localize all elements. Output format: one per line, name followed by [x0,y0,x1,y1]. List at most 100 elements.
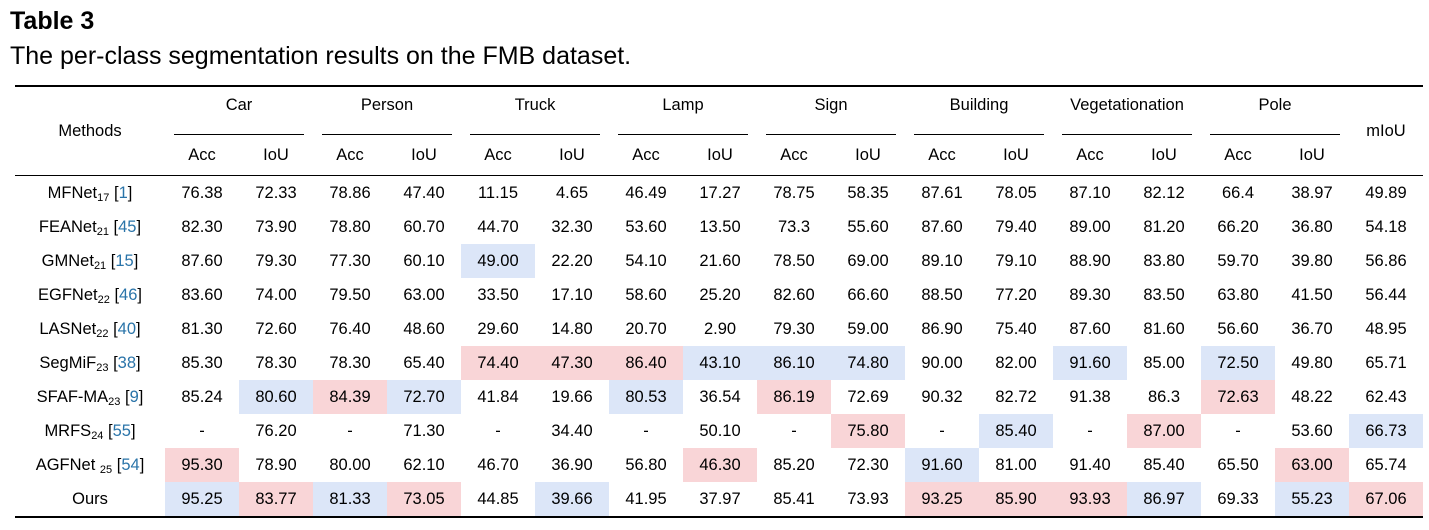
value-cell: 78.05 [979,175,1054,210]
value-cell: 82.00 [995,353,1037,372]
value-cell: 17.27 [683,175,758,210]
group-label: Vegetationation [1070,95,1184,114]
value-cell: 65.50 [1217,455,1259,474]
method-name-cell: FEANet21 [45] [38,217,142,238]
value-cell: 81.33 [313,482,387,518]
method-year-subscript: 21 [93,259,107,272]
value-cell: 60.70 [403,217,445,236]
citation-link[interactable]: 46 [119,285,138,304]
miou-header: mIoU [1349,85,1424,176]
value-cell: 14.80 [551,319,593,338]
value-cell: 48.60 [403,319,445,338]
value-cell: 41.50 [1291,285,1333,304]
value-cell: 60.10 [403,251,445,270]
acc-subheader: Acc [1076,145,1104,164]
value-cell: 41.95 [609,482,684,518]
value-cell: 86.19 [757,380,832,414]
iou-subheader: IoU [559,145,585,164]
citation-link[interactable]: 54 [121,455,140,474]
value-cell: 77.20 [995,285,1037,304]
value-cell: - [1087,421,1093,440]
value-cell: 91.60 [1053,346,1128,380]
value-cell: - [939,421,945,440]
value-cell: 17.10 [551,285,593,304]
value-cell: 90.32 [921,387,963,406]
method-name: MRFS [44,421,92,440]
value-cell: 72.60 [255,319,297,338]
value-cell: 44.70 [477,217,519,236]
value-cell: 85.24 [181,387,223,406]
value-cell: 74.40 [461,346,535,380]
value-cell: 66.20 [1217,217,1259,236]
value-cell: 84.39 [313,380,387,414]
group-header-car: Car [165,85,313,136]
acc-subheader: Acc [1224,145,1252,164]
table-row: MFNet17 [1] 76.38 72.33 78.86 47.40 11.15 4.65… [15,175,1424,210]
citation-link[interactable]: 40 [117,319,137,338]
value-cell: 34.40 [551,421,593,440]
value-cell: - [791,421,797,440]
value-cell: 56.86 [1365,251,1407,270]
group-header-pole: Pole [1201,85,1350,136]
value-cell: 36.54 [699,387,741,406]
value-cell: 78.30 [329,353,371,372]
citation-link[interactable]: 9 [129,387,139,406]
value-cell: 82.12 [1127,175,1202,210]
method-name: FEANet [38,217,97,236]
value-cell: 46.70 [477,455,519,474]
value-cell: 65.74 [1365,455,1407,474]
value-cell: 50.10 [699,421,741,440]
citation-link[interactable]: 15 [115,251,134,270]
value-cell: 21.60 [699,251,741,270]
group-header-building: Building [905,85,1054,136]
value-cell: 76.38 [165,175,239,210]
value-cell: 25.20 [699,285,741,304]
value-cell: 49.89 [1349,175,1424,210]
table-caption-text: The per-class segmentation results on th… [10,42,632,70]
header-sub-row: Acc IoU Acc IoU Acc IoU Acc IoU Acc IoU Acc IoU Acc I… [15,135,1423,176]
method-year-subscript: 24 [91,429,104,442]
method-year-subscript: 22 [97,293,110,306]
citation-link[interactable]: 38 [117,353,137,372]
value-cell: 11.15 [461,175,535,210]
citation-link[interactable]: 55 [112,421,131,440]
value-cell: 72.70 [387,380,461,414]
value-cell: 74.00 [255,285,297,304]
method-year-subscript: 25 [99,463,113,476]
value-cell: 36.80 [1291,217,1333,236]
value-cell: 55.23 [1275,482,1350,518]
value-cell: 43.10 [683,346,758,380]
value-cell: 85.40 [979,414,1054,448]
group-label: Car [225,95,253,114]
group-label: Lamp [662,95,704,114]
value-cell: 72.69 [847,387,889,406]
value-cell: 81.00 [995,455,1037,474]
table-body: MFNet17 [1] 76.38 72.33 78.86 47.40 11.15 4.65… [15,175,1424,518]
value-cell: 65.71 [1365,353,1407,372]
group-header-vegetation: Vegetationation [1053,85,1202,136]
value-cell: 82.72 [995,387,1037,406]
citation-link[interactable]: 45 [118,217,137,236]
value-cell: 56.60 [1217,319,1259,338]
acc-subheader: Acc [336,145,364,164]
value-cell: 89.10 [921,251,963,270]
value-cell: 76.40 [329,319,371,338]
group-header-truck: Truck [461,85,610,136]
value-cell: 71.30 [403,421,445,440]
method-name: EGFNet [38,285,98,304]
table-caption-title: Table 3 [10,7,95,35]
method-name-cell: MFNet17 [1] [15,175,165,210]
value-cell: 66.73 [1349,414,1424,448]
value-cell: 81.60 [1143,319,1185,338]
method-year-subscript: 17 [97,191,110,204]
value-cell: 59.70 [1217,251,1259,270]
citation-link[interactable]: 1 [118,183,128,202]
method-year-subscript: 23 [96,361,109,374]
value-cell: 47.30 [535,346,610,380]
value-cell: 72.30 [847,455,889,474]
method-name-cell: MRFS24 [55] [44,421,136,442]
value-cell: 83.60 [181,285,223,304]
value-cell: 63.00 [1275,448,1350,482]
value-cell: 58.60 [625,285,667,304]
value-cell: 88.50 [921,285,963,304]
